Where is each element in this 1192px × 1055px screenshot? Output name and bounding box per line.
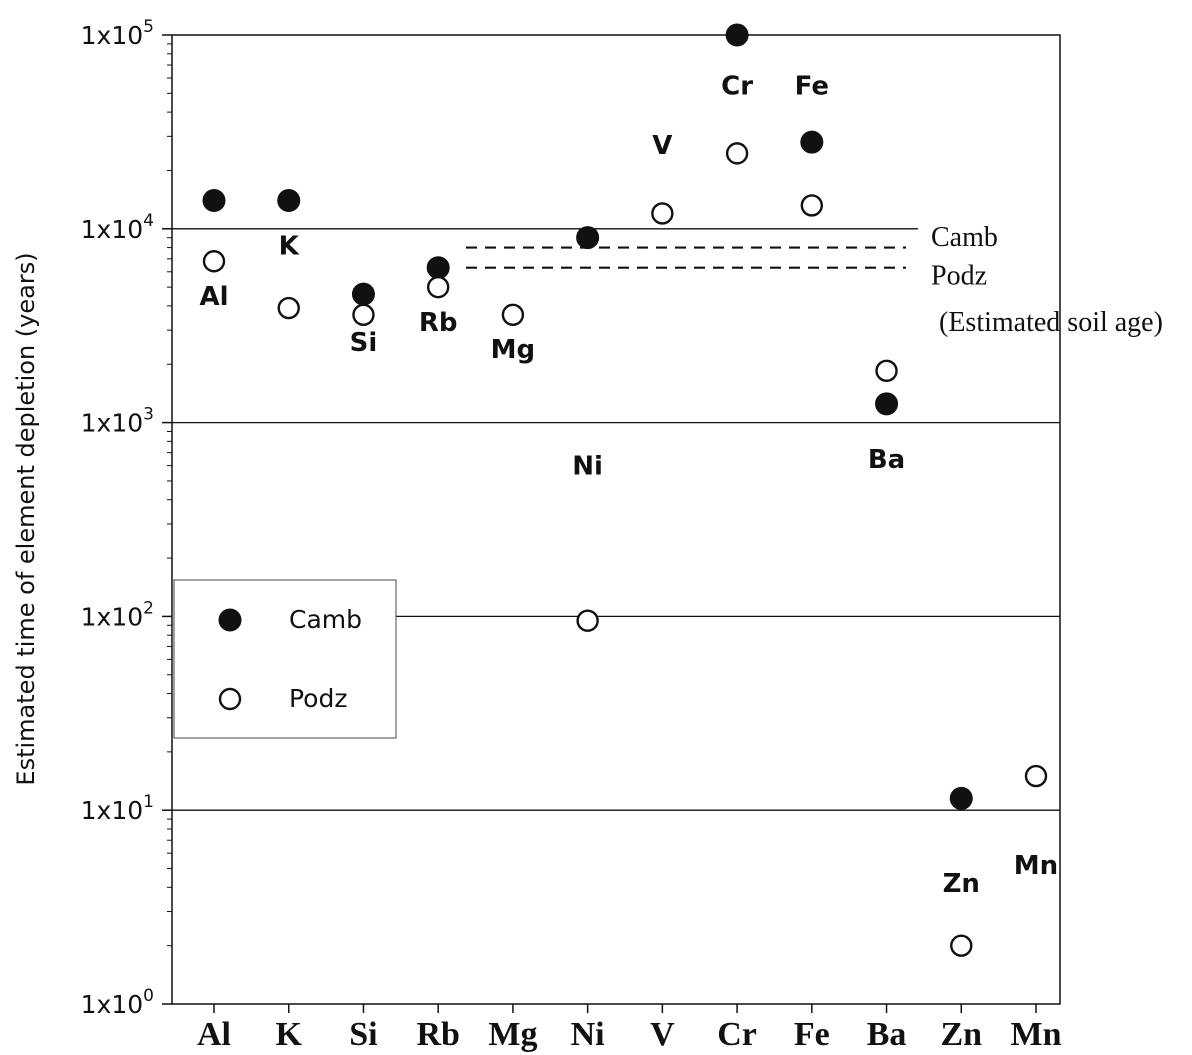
y-axis-label: Estimated time of element depletion (yea…	[12, 252, 40, 785]
point-label-v: V	[652, 131, 672, 161]
y-tick-exponent: 1	[143, 792, 154, 812]
point-label-ba: Ba	[868, 445, 905, 475]
x-tick-label: Si	[349, 1016, 377, 1053]
y-tick-base: 1x10	[81, 796, 144, 825]
y-tick-label: 1x100	[81, 986, 154, 1019]
y-tick-label: 1x103	[81, 405, 154, 438]
y-tick-label: 1x102	[81, 598, 154, 631]
y-tick-exponent: 4	[143, 211, 154, 231]
point-label-mg: Mg	[491, 335, 535, 365]
point-camb-zn	[949, 786, 973, 810]
point-podz-mg	[501, 303, 525, 326]
point-label-ni: Ni	[572, 452, 603, 482]
y-tick-label: 1x105	[81, 17, 154, 50]
point-camb-cr	[725, 23, 749, 47]
y-tick-label: 1x104	[81, 211, 154, 244]
point-label-si: Si	[350, 328, 378, 358]
x-tick-label: Rb	[416, 1016, 459, 1053]
point-camb-k	[277, 188, 301, 212]
x-tick-label: Mg	[488, 1016, 537, 1053]
data-points	[202, 23, 1048, 957]
point-label-fe: Fe	[795, 71, 829, 101]
grid-lines	[172, 228, 1060, 811]
legend-label: Camb	[289, 605, 362, 634]
point-label-cr: Cr	[721, 71, 753, 101]
point-podz-v	[651, 202, 674, 225]
point-label-zn: Zn	[943, 869, 980, 899]
point-podz-fe	[800, 194, 824, 217]
legend: Camb Podz	[173, 579, 397, 739]
x-tick-label: Zn	[940, 1016, 982, 1053]
y-tick-base: 1x10	[81, 409, 144, 438]
x-tick-label: Ni	[571, 1016, 605, 1053]
x-tick-label: V	[650, 1016, 675, 1053]
point-podz-al	[202, 250, 226, 273]
x-axis-ticks: Al K Si Rb Mg Ni V Cr Fe Ba Zn Mn	[197, 1004, 1062, 1053]
point-podz-ni	[576, 609, 599, 632]
x-tick-label: Al	[197, 1016, 231, 1053]
point-camb-fe	[800, 130, 824, 154]
y-tick-exponent: 0	[143, 986, 154, 1006]
point-label-rb: Rb	[419, 308, 458, 338]
y-tick-base: 1x10	[81, 215, 144, 244]
y-tick-base: 1x10	[81, 990, 144, 1019]
y-tick-exponent: 5	[143, 17, 154, 37]
point-camb-ba	[875, 392, 899, 416]
y-tick-label: 1x101	[81, 792, 154, 825]
soil-age-lines: Camb Podz	[466, 222, 998, 292]
point-label-k: K	[279, 232, 300, 262]
x-tick-label: Mn	[1011, 1016, 1062, 1053]
y-tick-exponent: 3	[143, 405, 154, 425]
point-podz-zn	[950, 934, 973, 957]
x-tick-label: Ba	[867, 1016, 907, 1053]
point-podz-k	[277, 296, 300, 320]
point-podz-cr	[725, 142, 749, 165]
plot-frame	[171, 34, 1061, 1005]
x-tick-label: Cr	[717, 1016, 757, 1053]
x-tick-label: Fe	[794, 1016, 830, 1053]
y-tick-base: 1x10	[81, 21, 144, 50]
soil-age-label: Podz	[931, 261, 987, 292]
legend-box	[173, 579, 397, 739]
soil-age-note: (Estimated soil age)	[939, 307, 1163, 338]
point-camb-si	[351, 282, 375, 306]
y-tick-exponent: 2	[143, 598, 154, 618]
point-labels: Al K Si Rb Mg Ni V Cr Fe Ba Zn Mn	[199, 71, 1058, 899]
point-podz-ba	[875, 359, 898, 383]
legend-marker-open	[218, 687, 242, 711]
soil-age-label: Camb	[931, 222, 998, 253]
legend-marker-filled	[218, 608, 242, 632]
point-podz-si	[352, 303, 375, 326]
point-podz-mn	[1024, 764, 1048, 788]
point-camb-rb	[426, 256, 450, 280]
x-tick-label: K	[276, 1016, 303, 1053]
point-camb-al	[202, 188, 226, 212]
y-tick-base: 1x10	[81, 602, 144, 631]
point-label-al: Al	[199, 282, 228, 312]
point-podz-rb	[426, 275, 450, 299]
point-camb-ni	[576, 226, 600, 250]
point-label-mn: Mn	[1014, 851, 1058, 881]
legend-label: Podz	[289, 684, 347, 713]
